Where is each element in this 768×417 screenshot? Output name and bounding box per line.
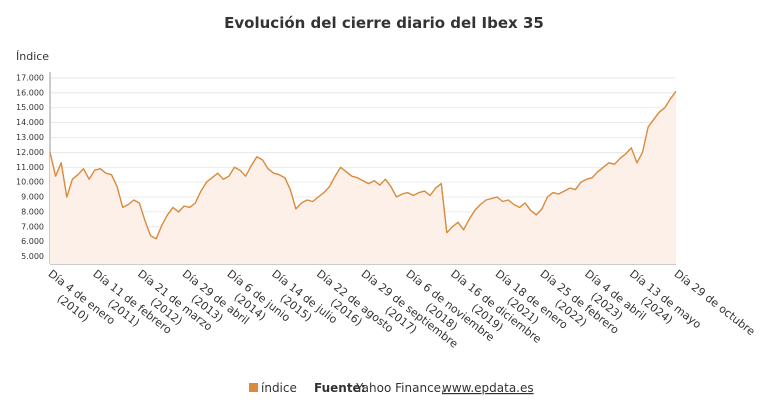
- x-tick-label: Día 29 de octubre: [672, 267, 758, 338]
- source: Yahoo Finance,: [355, 381, 445, 395]
- y-tick-label: 15.000: [16, 103, 44, 112]
- legend-label: índice: [261, 381, 297, 395]
- y-tick-label: 17.000: [16, 73, 44, 82]
- y-tick-label: 6.000: [21, 237, 44, 246]
- area: [50, 91, 676, 264]
- y-tick-label: 10.000: [16, 178, 44, 187]
- y-tick-label: 13.000: [16, 133, 44, 142]
- y-tick-label: 9.000: [21, 193, 44, 202]
- source-link[interactable]: www.epdata.es: [442, 381, 534, 395]
- y-tick-label: 11.000: [16, 163, 44, 172]
- y-tick-label: 5.000: [21, 252, 44, 261]
- y-tick-label: 7.000: [21, 222, 44, 231]
- y-tick-label: 14.000: [16, 118, 44, 127]
- x-tick-group: Día 29 de octubre: [672, 267, 758, 338]
- line: [49, 90, 677, 240]
- y-tick-label: 12.000: [16, 148, 44, 157]
- y-tick-label: 16.000: [16, 88, 44, 97]
- source-label: Fuente:: [314, 381, 366, 395]
- legend-swatch: [249, 383, 258, 392]
- y-tick-label: 8.000: [21, 207, 44, 216]
- legend: índice Fuente: Yahoo Finance, www.epdata…: [249, 381, 534, 395]
- y-axis-title: Índice: [16, 50, 49, 63]
- chart-title: Evolución del cierre diario del Ibex 35: [224, 14, 544, 32]
